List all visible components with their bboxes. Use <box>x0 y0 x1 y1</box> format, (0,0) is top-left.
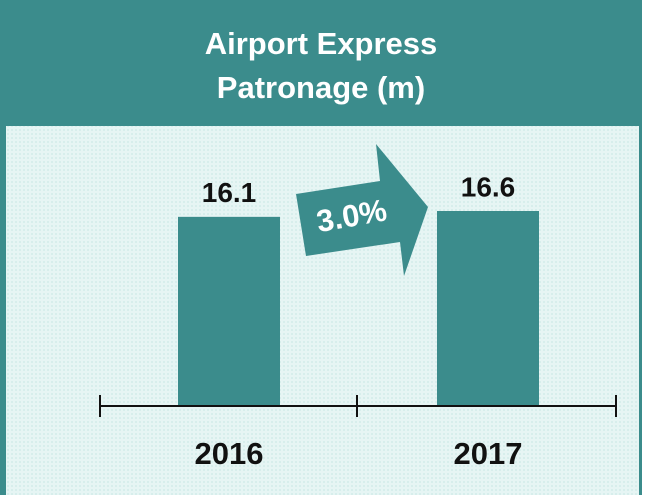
growth-arrow: 3.0% <box>296 144 428 276</box>
header <box>0 0 642 126</box>
x-tick-label: 2017 <box>454 436 523 471</box>
bar <box>178 216 280 405</box>
bar <box>437 211 539 405</box>
value-label: 16.6 <box>461 171 516 202</box>
value-label: 16.1 <box>202 177 257 208</box>
chart-title: Airport Express Patronage (m) <box>204 26 438 105</box>
arrow-shape <box>296 144 428 276</box>
x-tick-label: 2016 <box>195 436 264 471</box>
